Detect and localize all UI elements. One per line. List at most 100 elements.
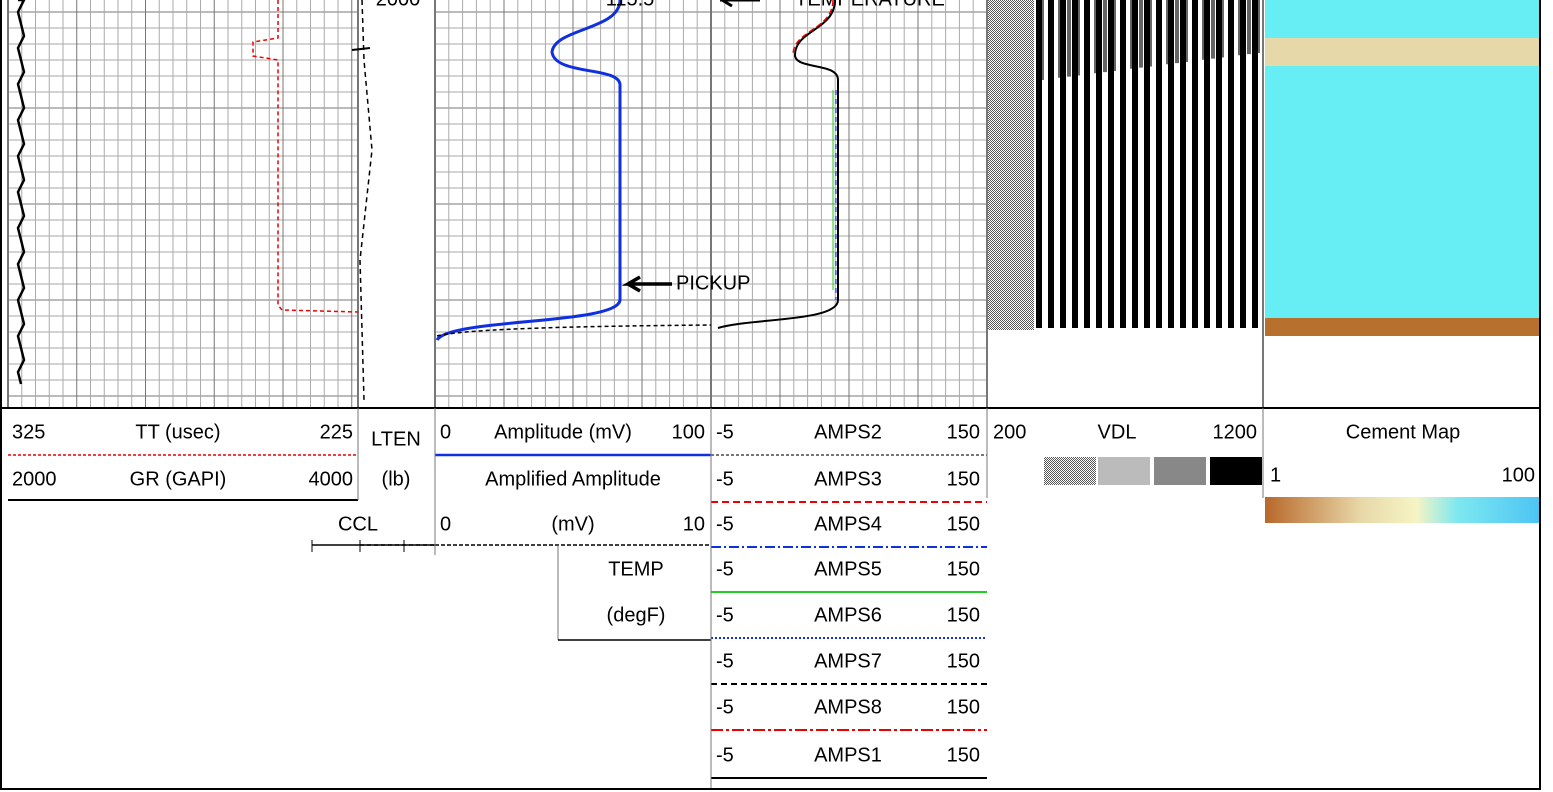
vdl-legend-swatch xyxy=(1154,457,1206,485)
curve-name: AMPS1 xyxy=(814,744,882,766)
scale-left: -5 xyxy=(716,421,734,443)
vdl-jitter xyxy=(1229,0,1233,57)
vdl-legend-swatch xyxy=(1098,457,1150,485)
amplified-curve xyxy=(436,324,712,337)
amps-curve xyxy=(792,0,834,56)
cement-bottom xyxy=(1265,318,1540,336)
curve-name: TT (usec) xyxy=(135,421,220,443)
vdl-jitter xyxy=(1049,0,1053,79)
curve-name: Cement Map xyxy=(1346,421,1461,443)
curve-name: AMPS5 xyxy=(814,558,882,580)
vdl-jitter xyxy=(1067,0,1071,77)
vdl-stripe xyxy=(1072,0,1078,328)
tt-curve xyxy=(16,0,26,385)
pickup-arrow xyxy=(621,275,672,293)
scale-right: 100 xyxy=(1502,464,1535,486)
scale-right: 10 xyxy=(683,513,705,535)
curve-name: AMPS2 xyxy=(814,421,882,443)
vdl-stripe xyxy=(1096,0,1102,328)
cement-legend xyxy=(1265,497,1540,523)
vdl-jitter xyxy=(1202,0,1206,60)
vdl-stripe xyxy=(1252,0,1258,328)
vdl-jitter xyxy=(1211,0,1215,59)
vdl-jitter xyxy=(1130,0,1134,69)
depth-label: 2000 xyxy=(376,0,421,10)
vdl-jitter xyxy=(1103,0,1107,73)
curve-name: CCL xyxy=(338,513,378,535)
vdl-jitter xyxy=(1139,0,1143,68)
scale-right: 1200 xyxy=(1213,421,1258,443)
lten-track xyxy=(359,0,435,408)
curve-name: AMPS6 xyxy=(814,604,882,626)
vdl-stripe xyxy=(1216,0,1222,328)
curve-name: LTEN xyxy=(371,428,421,450)
curve-unit: (degF) xyxy=(607,604,666,626)
vdl-stripe xyxy=(1180,0,1186,328)
scale-left: 0 xyxy=(440,421,451,443)
vdl-stripe xyxy=(1084,0,1090,328)
scale-left: -5 xyxy=(716,558,734,580)
vdl-jitter xyxy=(1166,0,1170,65)
lten-curve xyxy=(359,0,373,401)
vdl-legend-swatch xyxy=(1210,457,1262,485)
scale-left: 2000 xyxy=(12,468,57,490)
scale-left: -5 xyxy=(716,696,734,718)
vdl-jitter xyxy=(1076,0,1080,76)
scale-right: 150 xyxy=(947,696,980,718)
vdl-stripe xyxy=(1192,0,1198,328)
scale-left: -5 xyxy=(716,650,734,672)
curve-name: GR (GAPI) xyxy=(130,468,227,490)
scale-right: 225 xyxy=(320,421,353,443)
scale-left: -5 xyxy=(716,513,734,535)
vdl-stripe xyxy=(1168,0,1174,328)
vdl-stripe xyxy=(1228,0,1234,328)
vdl-jitter xyxy=(1247,0,1251,55)
curve-unit: (mV) xyxy=(551,513,594,535)
vdl-stripe xyxy=(1108,0,1114,328)
scale-right: 150 xyxy=(947,421,980,443)
vdl-jitter xyxy=(1238,0,1242,56)
vdl-jitter xyxy=(1175,0,1179,64)
vdl-jitter xyxy=(1256,0,1260,53)
scale-right: 150 xyxy=(947,604,980,626)
vdl-jitter xyxy=(1058,0,1062,78)
vdl-jitter xyxy=(1085,0,1089,75)
scale-right: 150 xyxy=(947,650,980,672)
vdl-jitter xyxy=(1193,0,1197,61)
vdl-stripe xyxy=(1036,0,1042,328)
scale-right: 4000 xyxy=(309,468,354,490)
vdl-stripe xyxy=(1156,0,1162,328)
scale-right: 150 xyxy=(947,468,980,490)
scale-right: 150 xyxy=(947,558,980,580)
vdl-jitter xyxy=(1112,0,1116,71)
vdl-shade xyxy=(988,0,1034,330)
vdl-stripe xyxy=(1204,0,1210,328)
scale-left: 325 xyxy=(12,421,45,443)
scale-left: 1 xyxy=(1270,464,1281,486)
scale-left: -5 xyxy=(716,744,734,766)
scale-right: 100 xyxy=(672,421,705,443)
vdl-stripe xyxy=(1144,0,1150,328)
vdl-stripe xyxy=(1132,0,1138,328)
temp-annotation: TEMPERATURE xyxy=(795,0,945,10)
vdl-legend-swatch xyxy=(1044,457,1096,485)
vdl-stripe xyxy=(1060,0,1066,328)
cement-band xyxy=(1265,38,1540,66)
scale-left: 200 xyxy=(993,421,1026,443)
scale-right: 150 xyxy=(947,513,980,535)
scale-right: 150 xyxy=(947,744,980,766)
curve-name: Amplitude (mV) xyxy=(494,421,632,443)
scale-left: -5 xyxy=(716,604,734,626)
vdl-jitter xyxy=(1157,0,1161,66)
curve-name: AMPS3 xyxy=(814,468,882,490)
curve-unit: (lb) xyxy=(382,468,411,490)
ccl-tick xyxy=(351,47,371,51)
pickup-annotation: PICKUP xyxy=(676,272,750,294)
vdl-jitter xyxy=(1040,0,1044,80)
vdl-stripe xyxy=(1048,0,1054,328)
curve-name: AMPS8 xyxy=(814,696,882,718)
vdl-jitter xyxy=(1121,0,1125,70)
